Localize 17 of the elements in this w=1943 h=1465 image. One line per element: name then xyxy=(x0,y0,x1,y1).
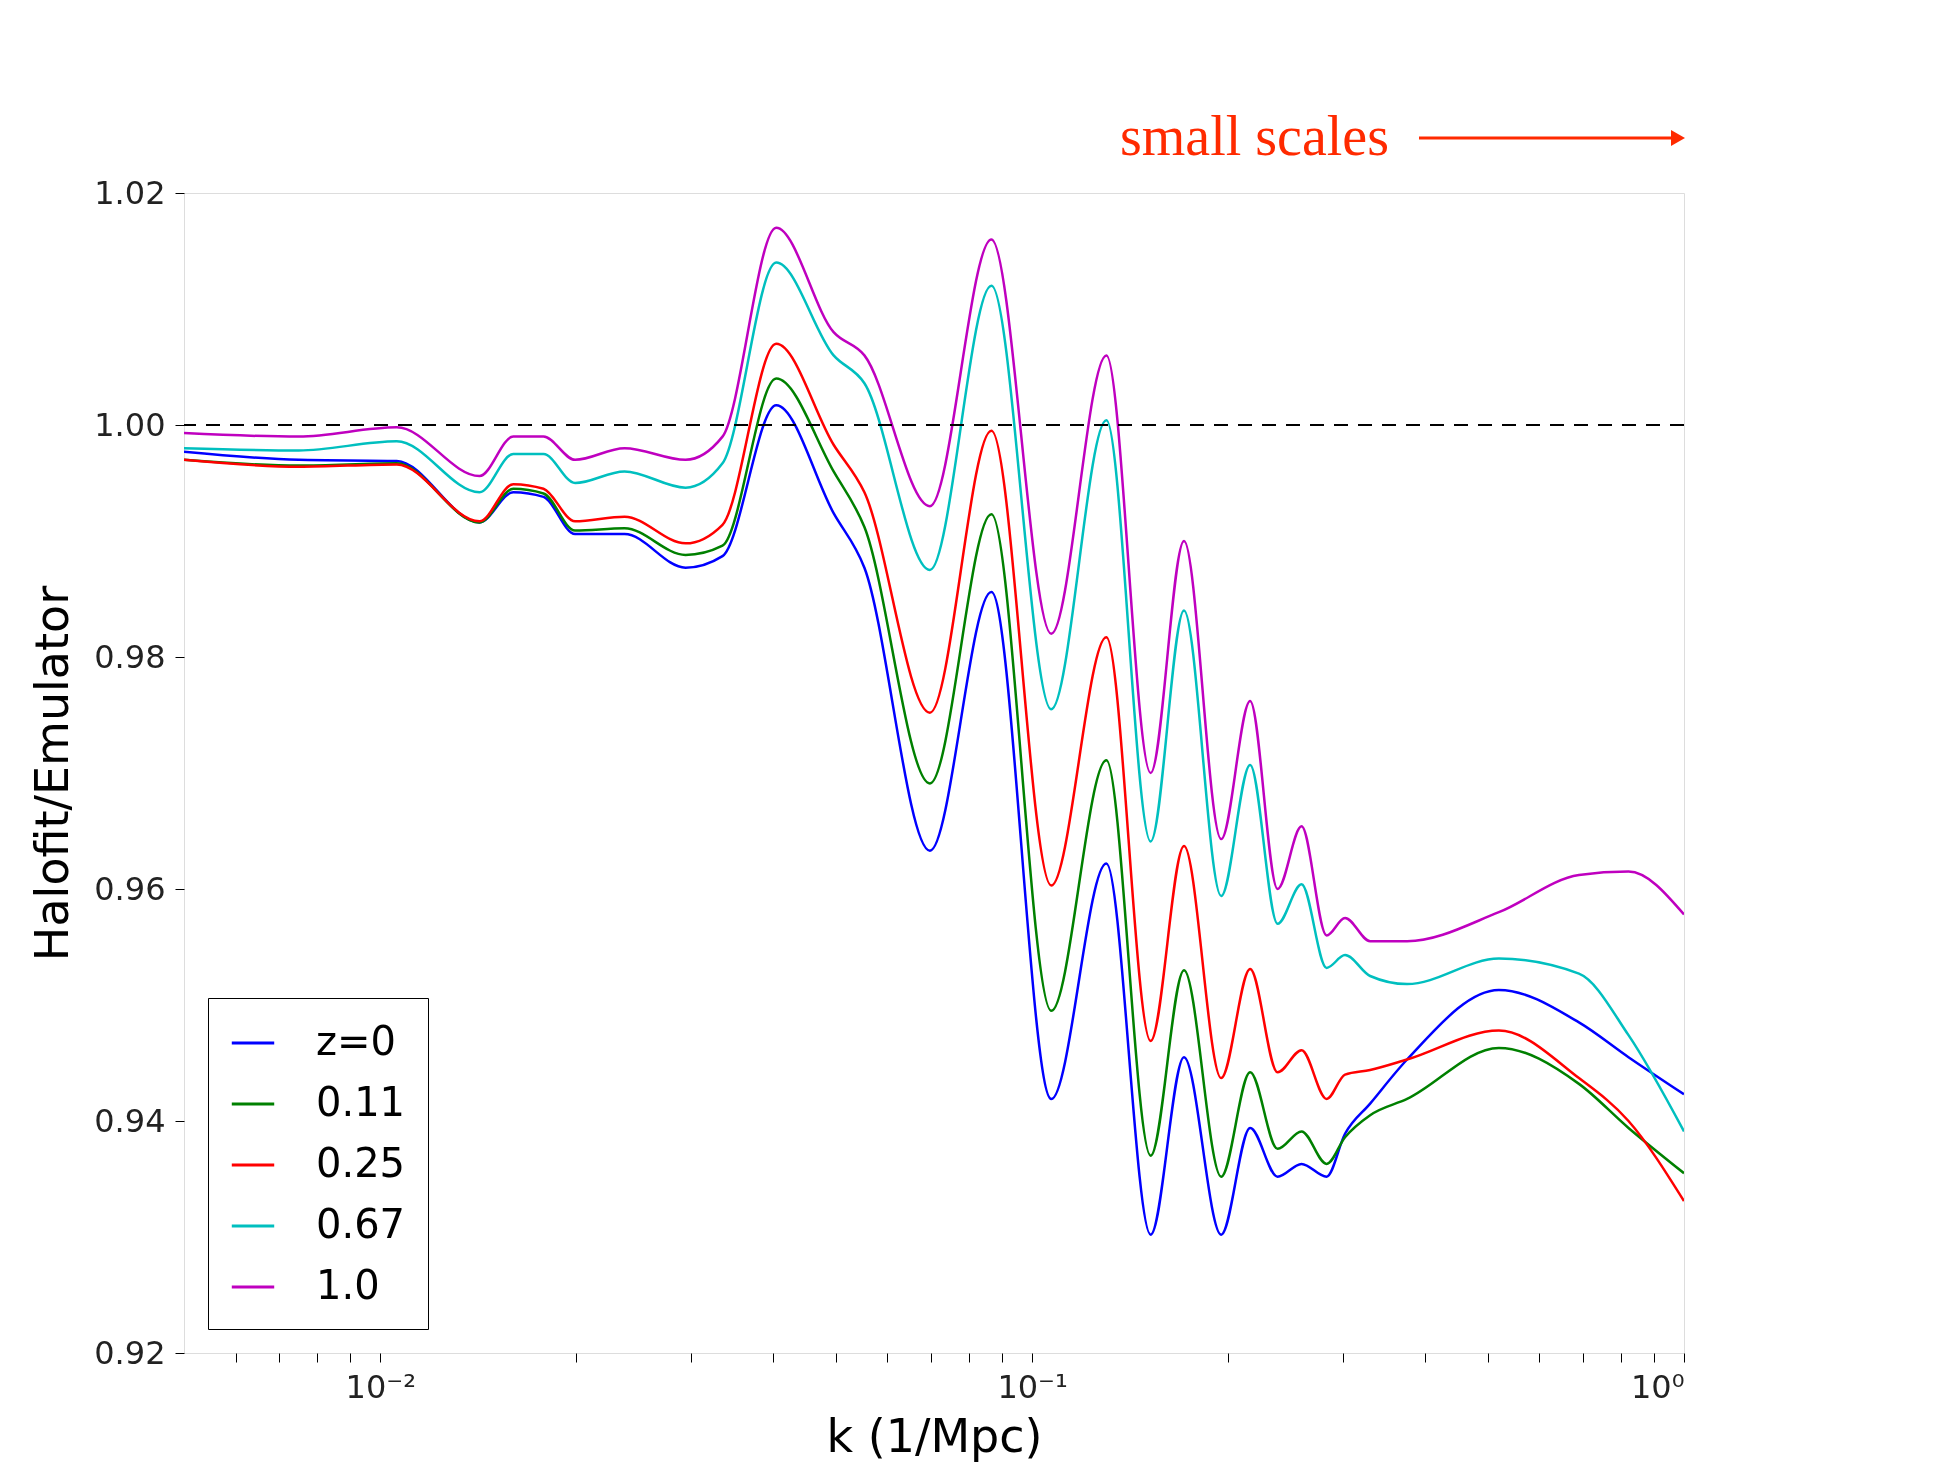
y-tick-label: 1.00 xyxy=(94,405,166,444)
x-tick-label: 10⁻¹ xyxy=(997,1367,1068,1406)
legend-label: 0.11 xyxy=(316,1079,406,1125)
x-axis-title: k (1/Mpc) xyxy=(826,1408,1043,1463)
y-tick-label: 0.96 xyxy=(94,869,166,908)
x-tick-label: 10⁻² xyxy=(345,1367,416,1406)
legend-label: 1.0 xyxy=(316,1262,380,1308)
text: small scales xyxy=(1119,105,1389,167)
y-tick-label: 0.94 xyxy=(94,1101,166,1140)
y-tick-label: 0.92 xyxy=(94,1333,166,1372)
y-axis-title: Halofit/Emulator xyxy=(25,585,80,962)
legend-label: z=0 xyxy=(316,1018,396,1064)
legend-label: 0.25 xyxy=(316,1140,406,1186)
legend-label: 0.67 xyxy=(316,1201,406,1247)
x-tick-label: 10⁰ xyxy=(1630,1367,1685,1406)
y-tick-label: 1.02 xyxy=(94,173,166,212)
y-tick-label: 0.98 xyxy=(94,637,166,676)
